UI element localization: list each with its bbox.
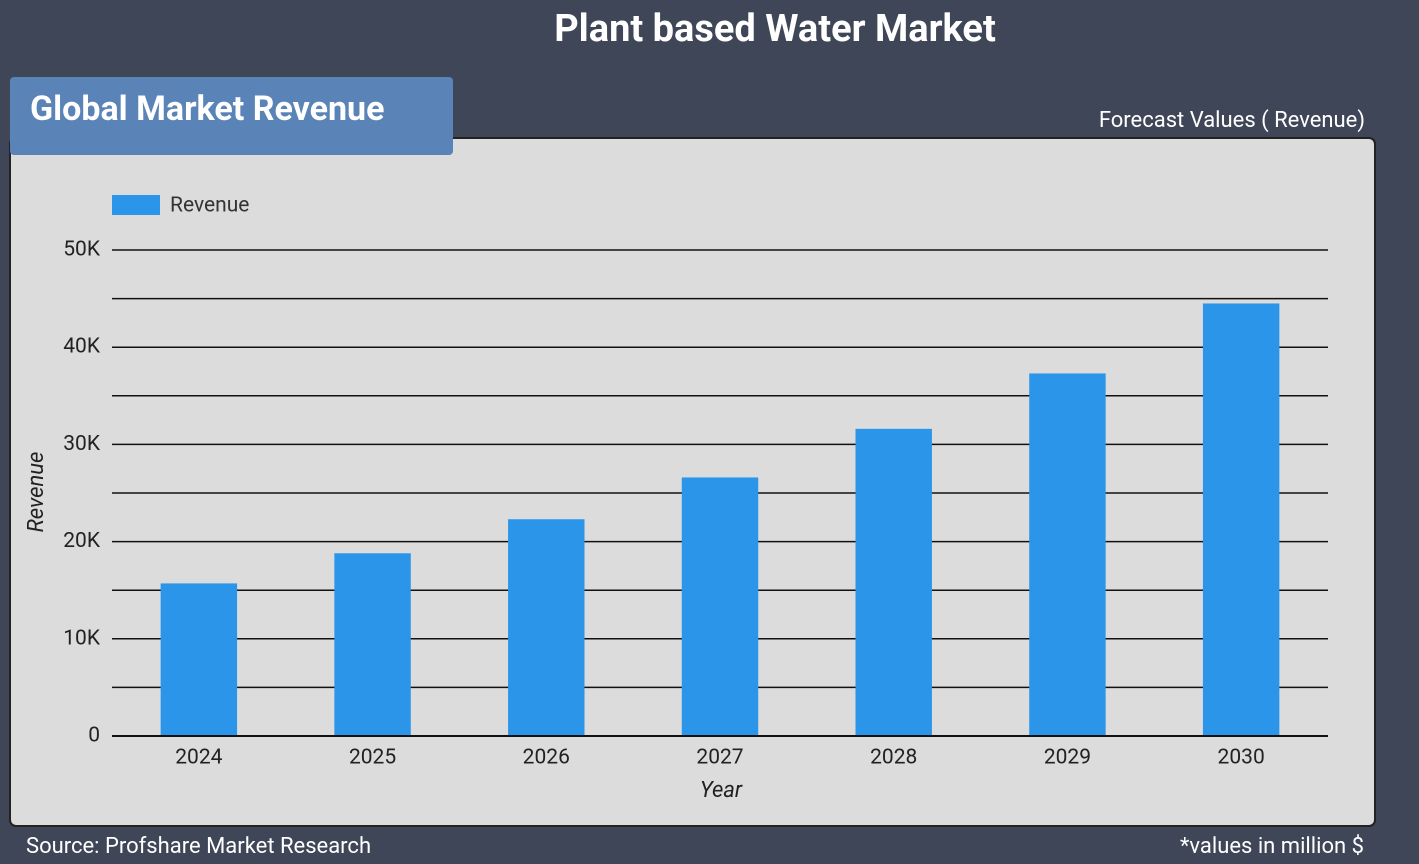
x-tick-label: 2029 (1044, 746, 1091, 770)
y-tick-label: 30K (63, 432, 101, 456)
y-tick-label: 20K (63, 529, 101, 553)
bar (855, 428, 932, 736)
tab (10, 77, 453, 155)
bar (1202, 303, 1280, 736)
bar (508, 519, 585, 736)
subtitle: Forecast Values ( Revenue) (1099, 108, 1365, 133)
page-title: Plant based Water Market (554, 7, 996, 51)
y-tick-label: 0 (88, 724, 100, 748)
tab-title: Global Market Revenue (30, 89, 384, 129)
x-axis-label: Year (700, 778, 743, 803)
note: *values in million $ (1180, 834, 1364, 859)
y-axis-label: Revenue (24, 452, 49, 533)
x-tick-label: 2026 (523, 746, 570, 770)
legend-swatch (112, 195, 160, 215)
legend-label: Revenue (170, 194, 249, 218)
plot: 0 10K 20K 30K 40K 50K Revenue 2024 2025 2026 2027 2… (63, 194, 1328, 770)
x-tick-label: 2028 (870, 746, 917, 770)
x-tick-label: 2024 (175, 746, 222, 770)
x-tick-label: 2025 (349, 746, 396, 770)
bar (334, 553, 411, 736)
y-tick-label: 40K (63, 335, 101, 359)
y-tick-label: 10K (63, 626, 101, 650)
y-tick-label: 50K (63, 238, 101, 262)
bar (681, 477, 759, 736)
x-tick-label: 2030 (1218, 746, 1265, 770)
bar (1029, 373, 1106, 736)
source: Source: Profshare Market Research (26, 834, 371, 859)
x-tick-label: 2027 (696, 746, 743, 770)
bar (160, 583, 238, 736)
